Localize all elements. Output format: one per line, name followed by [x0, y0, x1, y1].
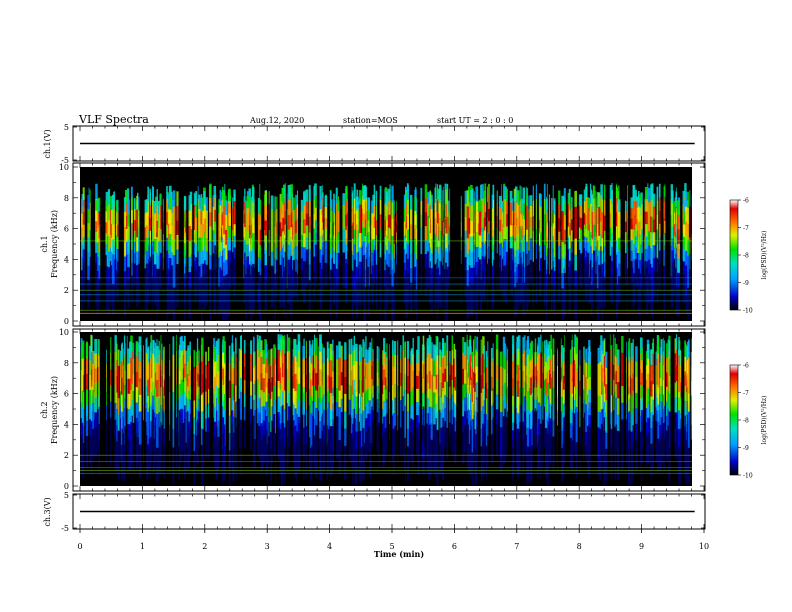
x-tick-label: 2 — [202, 542, 207, 551]
x-tick-label: 8 — [577, 542, 582, 551]
frequency-y-tick-label: 2 — [64, 286, 69, 295]
x-tick-label: 5 — [389, 542, 394, 551]
colorbar-tick-label: -8 — [743, 253, 749, 260]
start-time-label: start UT = 2 : 0 : 0 — [437, 116, 513, 125]
colorbar-tick-label: -10 — [743, 473, 753, 480]
ch1-colorbar — [729, 199, 739, 311]
frequency-y-tick-label: 10 — [59, 328, 69, 337]
ch1-spectrogram — [80, 167, 692, 321]
x-tick-label: 1 — [140, 542, 145, 551]
ch1-spectrogram-ylabel-frequency: Frequency (kHz) — [50, 210, 59, 278]
frequency-y-tick-label: 8 — [64, 359, 69, 368]
frequency-y-tick-label: 8 — [64, 194, 69, 203]
x-tick-labels: 0 1 2 3 4 5 6 7 8 9 10 — [77, 542, 709, 551]
colorbar-tick-label: -9 — [743, 280, 749, 287]
colorbar-tick-label: -7 — [743, 225, 749, 232]
colorbar-tick-label: -7 — [743, 390, 749, 397]
colorbar-tick-label: -8 — [743, 418, 749, 425]
ch2-spectrogram-panel — [72, 328, 706, 492]
x-tick-label: 9 — [639, 542, 644, 551]
frequency-y-tick-label: 4 — [64, 420, 69, 429]
colorbar-tick-label: -10 — [743, 308, 753, 315]
frequency-y-tick-label: 0 — [64, 482, 69, 491]
x-tick-label: 7 — [514, 542, 519, 551]
y-tick-labels: 5 -5 5 -5 0 2 4 6 8 10 0 2 4 6 8 10 — [59, 123, 69, 533]
ch2-spectrogram — [80, 332, 692, 486]
figure-title: VLF Spectra — [78, 113, 149, 126]
frequency-y-tick-label: 6 — [64, 390, 69, 399]
ch1-spectrogram-ylabel-channel: ch.1 — [40, 235, 49, 252]
ch1-spectrogram-panel — [72, 162, 706, 327]
ch1-colorbar-label: log(PSD)(V²/Hz) — [761, 231, 768, 280]
x-tick-label: 4 — [327, 542, 332, 551]
frequency-y-tick-label: 6 — [64, 225, 69, 234]
date-label: Aug.12, 2020 — [249, 116, 304, 125]
ch2-spectrogram-ylabel-frequency: Frequency (kHz) — [50, 376, 59, 444]
voltage-y-tick-label: -5 — [61, 524, 69, 533]
x-tick-label: 0 — [77, 542, 82, 551]
ch3-voltage-panel — [72, 493, 706, 530]
ch2-colorbar — [729, 364, 739, 476]
frequency-y-tick-label: 10 — [59, 163, 69, 172]
axis-ticks — [73, 126, 705, 533]
frequency-y-tick-label: 2 — [64, 451, 69, 460]
colorbar-tick-label: -6 — [743, 198, 749, 205]
voltage-y-tick-label: 5 — [64, 491, 69, 500]
colorbar-ticks: -6 -7 -8 -9 -10 -6 -7 -8 -9 -10 — [738, 198, 753, 480]
x-tick-label: 6 — [452, 542, 457, 551]
frequency-y-tick-label: 0 — [64, 317, 69, 326]
x-tick-label: 10 — [699, 542, 709, 551]
colorbar-tick-label: -6 — [743, 363, 749, 370]
ch2-colorbar-label: log(PSD)(V²/Hz) — [761, 396, 768, 445]
ch3-voltage-ylabel: ch.3(V) — [43, 497, 52, 526]
station-label: station=MOS — [343, 116, 398, 125]
ch1-voltage-ylabel: ch.1(V) — [43, 129, 52, 158]
colorbar-tick-label: -9 — [743, 445, 749, 452]
frequency-y-tick-label: 4 — [64, 255, 69, 264]
voltage-y-tick-label: -5 — [61, 156, 69, 165]
x-tick-label: 3 — [265, 542, 270, 551]
ch2-spectrogram-ylabel-channel: ch.2 — [40, 401, 49, 418]
voltage-y-tick-label: 5 — [64, 123, 69, 132]
x-axis-label: Time (min) — [374, 549, 424, 559]
ch1-voltage-panel — [72, 125, 706, 162]
